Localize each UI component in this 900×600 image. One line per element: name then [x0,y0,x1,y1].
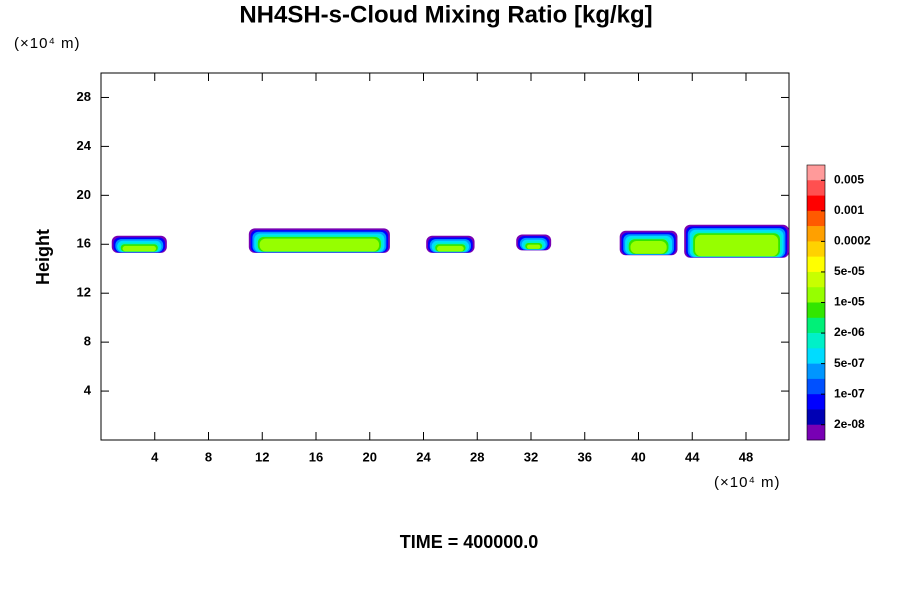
x-tick-label: 32 [524,449,538,464]
colorbar-box [807,394,825,410]
colorbar-label: 1e-05 [834,295,865,309]
colorbar-box [807,348,825,364]
x-tick-label: 12 [255,449,269,464]
colorbar-label: 2e-06 [834,325,865,339]
x-unit-label: (×10⁴ m) [714,474,781,491]
y-unit-label: (×10⁴ m) [14,35,81,52]
cloud-band [527,244,541,249]
x-tick-label: 20 [363,449,377,464]
colorbar-box [807,271,825,288]
colorbar-box [807,165,825,181]
x-tick-label: 48 [739,449,753,464]
y-tick-label: 16 [77,236,91,251]
colorbar-box [807,210,825,227]
colorbar-box [807,241,825,257]
colorbar-box [807,226,825,242]
colorbar-box [807,409,825,426]
y-tick-label: 20 [77,187,91,202]
colorbar-box [807,363,825,380]
colorbar-box [807,333,825,349]
y-tick-label: 8 [84,334,91,349]
y-axis-label: Height [33,229,53,285]
colorbar-label: 0.0002 [834,234,871,248]
x-tick-label: 36 [578,449,592,464]
colorbar-box [807,256,825,273]
x-tick-label: 8 [205,449,212,464]
colorbar-box [807,378,825,395]
colorbar-label: 0.001 [834,203,864,217]
colorbar-label: 1e-07 [834,386,865,400]
footer: TIME = 400000.0 [400,532,539,552]
x-tick-label: 24 [416,449,431,464]
cloud-band [259,238,380,252]
x-tick-label: 4 [151,449,159,464]
y-tick-label: 4 [84,383,92,398]
colorbar-label: 0.005 [834,172,864,186]
y-tick-label: 28 [77,89,91,104]
cloud-band [122,245,157,252]
colorbar-box [807,287,825,303]
colorbar-box [807,180,825,196]
colorbar-label: 5e-07 [834,356,865,370]
colorbar-label: 2e-08 [834,417,865,431]
x-tick-label: 40 [631,449,645,464]
plot-frame [100,72,790,441]
colorbar-box [807,302,825,319]
x-tick-label: 44 [685,449,700,464]
y-tick-label: 24 [77,138,92,153]
colorbar-box [807,195,825,212]
colorbar-label: 5e-05 [834,264,865,278]
cloud-band [436,245,464,252]
y-tick-label: 12 [77,285,91,300]
colorbar-box [807,424,825,441]
colorbar-box [807,317,825,334]
x-tick-label: 16 [309,449,323,464]
chart-title: NH4SH-s-Cloud Mixing Ratio [kg/kg] [239,1,652,28]
x-tick-label: 28 [470,449,484,464]
cloud-band [694,234,779,257]
cloud-band [630,241,667,254]
